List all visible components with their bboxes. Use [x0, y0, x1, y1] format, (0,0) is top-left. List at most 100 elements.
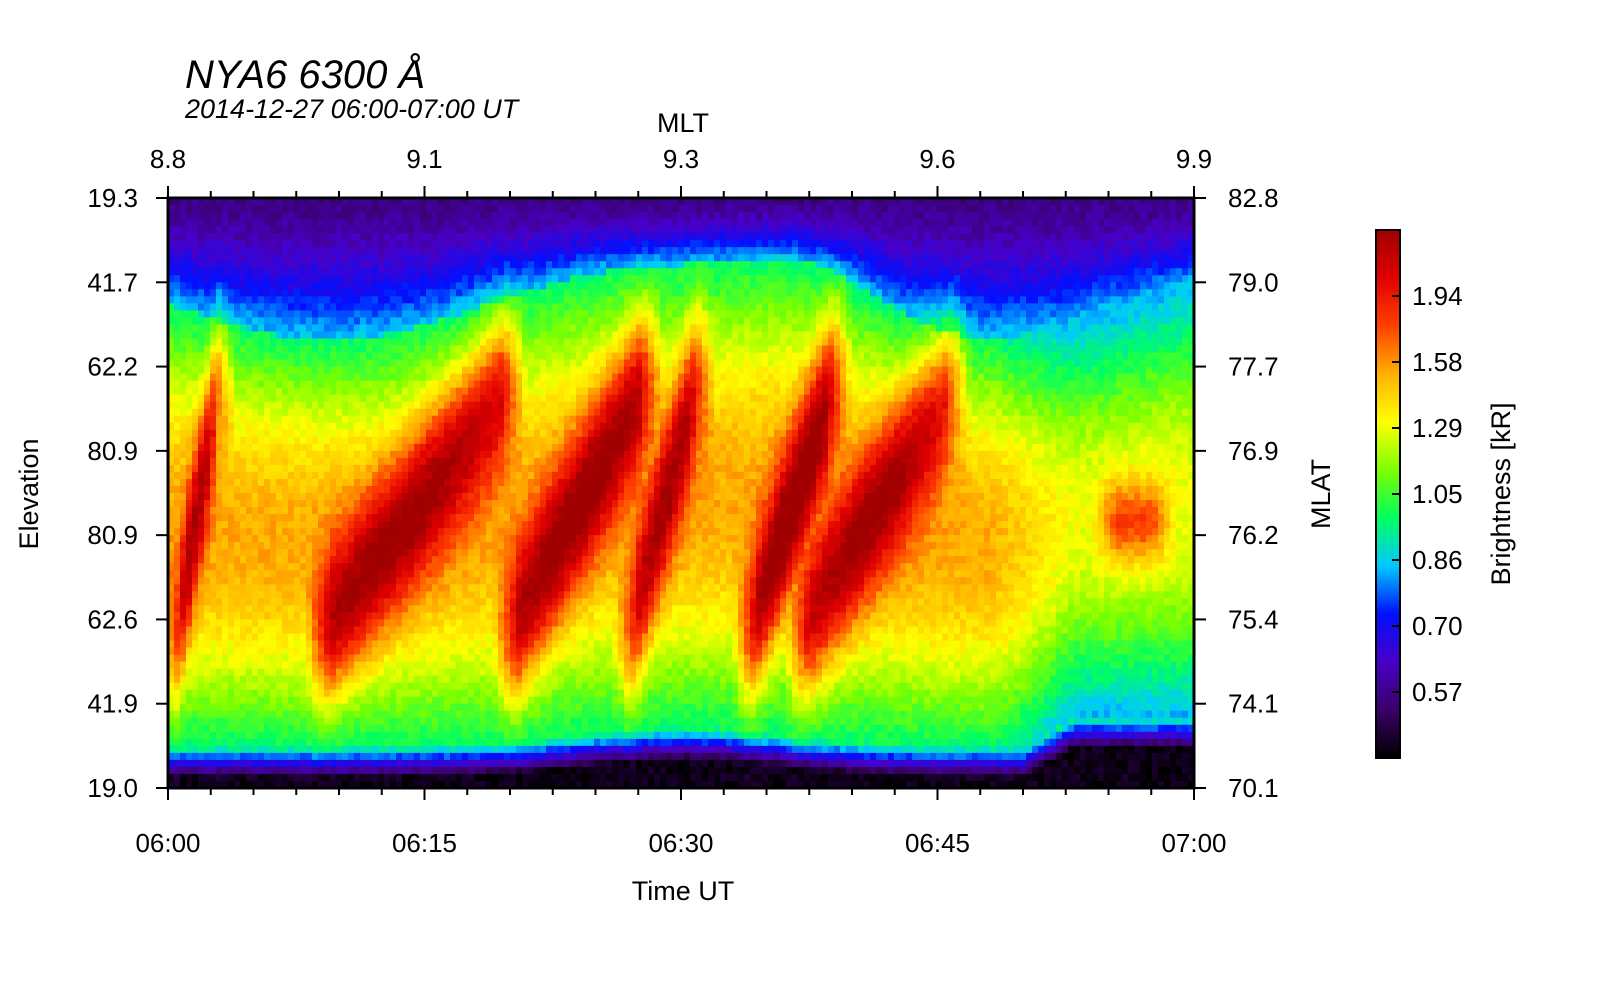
heatmap-cell — [222, 373, 229, 382]
heatmap-cell — [396, 429, 403, 438]
heatmap-cell — [318, 485, 325, 494]
heatmap-cell — [270, 198, 277, 206]
heatmap-cell — [186, 429, 193, 438]
heatmap-cell — [180, 352, 187, 361]
heatmap-cell — [282, 198, 289, 206]
heatmap-cell — [300, 570, 307, 578]
heatmap-cell — [240, 387, 247, 396]
heatmap-cell — [330, 443, 337, 452]
heatmap-cell — [402, 387, 409, 396]
heatmap-cell — [198, 584, 205, 592]
heatmap-cell — [480, 471, 487, 480]
heatmap-cell — [522, 268, 529, 276]
heatmap-cell — [366, 584, 373, 592]
heatmap-cell — [432, 289, 439, 297]
heatmap-cell — [456, 521, 463, 529]
heatmap-cell — [204, 443, 211, 452]
heatmap-cell — [402, 549, 409, 557]
heatmap-cell — [474, 268, 481, 276]
heatmap-cell — [330, 275, 337, 283]
heatmap-cell — [462, 710, 469, 719]
heatmap-cell — [312, 514, 319, 522]
heatmap-cell — [198, 703, 205, 712]
heatmap-cell — [234, 738, 241, 747]
heatmap-cell — [294, 331, 301, 340]
heatmap-cell — [312, 591, 319, 599]
heatmap-cell — [474, 310, 481, 318]
heatmap-cell — [348, 556, 355, 564]
heatmap-cell — [384, 577, 391, 585]
heatmap-cell — [504, 380, 511, 389]
heatmap-cell — [312, 240, 319, 248]
heatmap-cell — [348, 689, 355, 698]
heatmap-cell — [414, 310, 421, 318]
heatmap-cell — [252, 387, 259, 396]
heatmap-cell — [522, 338, 529, 347]
heatmap-cell — [270, 577, 277, 585]
heatmap-cell — [366, 436, 373, 445]
heatmap-cell — [372, 275, 379, 283]
heatmap-cell — [510, 703, 517, 712]
heatmap-cell — [318, 535, 325, 543]
heatmap-cell — [348, 198, 355, 206]
heatmap-cell — [402, 668, 409, 677]
heatmap-cell — [168, 212, 175, 220]
heatmap-cell — [180, 268, 187, 276]
heatmap-cell — [312, 626, 319, 635]
heatmap-cell — [348, 457, 355, 466]
heatmap-cell — [438, 415, 445, 424]
heatmap-cell — [288, 689, 295, 698]
heatmap-cell — [246, 268, 253, 276]
heatmap-cell — [450, 640, 457, 649]
heatmap-cell — [234, 598, 241, 606]
heatmap-cell — [228, 626, 235, 635]
heatmap-cell — [504, 478, 511, 487]
heatmap-cell — [426, 591, 433, 599]
heatmap-cell — [348, 766, 355, 775]
heatmap-cell — [456, 591, 463, 599]
heatmap-cell — [282, 373, 289, 382]
heatmap-cell — [168, 415, 175, 424]
heatmap-cell — [354, 450, 361, 459]
heatmap-cell — [330, 563, 337, 571]
heatmap-cell — [252, 429, 259, 438]
heatmap-cell — [408, 619, 415, 628]
heatmap-cell — [444, 640, 451, 649]
heatmap-cell — [252, 450, 259, 459]
heatmap-cell — [330, 450, 337, 459]
heatmap-cell — [174, 507, 181, 515]
heatmap-cell — [348, 289, 355, 297]
heatmap-cell — [348, 612, 355, 621]
heatmap-cell — [300, 542, 307, 550]
heatmap-cell — [168, 352, 175, 361]
heatmap-cell — [402, 478, 409, 487]
heatmap-cell — [402, 317, 409, 326]
heatmap-cell — [486, 738, 493, 747]
heatmap-cell — [210, 493, 217, 501]
heatmap-cell — [246, 542, 253, 550]
heatmap-cell — [294, 485, 301, 494]
heatmap-cell — [324, 366, 331, 375]
heatmap-cell — [378, 542, 385, 550]
heatmap-cell — [480, 710, 487, 719]
heatmap-cell — [336, 780, 343, 789]
heatmap-cell — [276, 605, 283, 613]
heatmap-cell — [462, 380, 469, 389]
heatmap-cell — [216, 485, 223, 494]
heatmap-cell — [210, 500, 217, 508]
heatmap-cell — [498, 289, 505, 297]
heatmap-cell — [486, 219, 493, 227]
heatmap-cell — [450, 282, 457, 290]
heatmap-cell — [234, 303, 241, 311]
heatmap-cell — [420, 717, 427, 726]
heatmap-cell — [168, 380, 175, 389]
heatmap-cell — [270, 338, 277, 347]
heatmap-cell — [390, 317, 397, 326]
heatmap-cell — [444, 331, 451, 340]
heatmap-cell — [186, 598, 193, 606]
heatmap-cell — [210, 521, 217, 529]
heatmap-cell — [426, 724, 433, 733]
heatmap-cell — [348, 282, 355, 290]
heatmap-cell — [282, 703, 289, 712]
heatmap-cell — [354, 219, 361, 227]
